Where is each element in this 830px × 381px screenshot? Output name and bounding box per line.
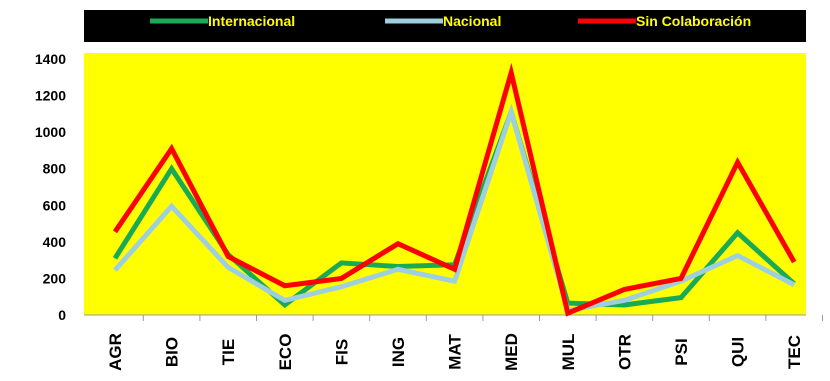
x-tick-label: FIS bbox=[332, 339, 351, 365]
y-tick-label: 200 bbox=[43, 270, 67, 286]
y-tick-label: 1200 bbox=[35, 88, 66, 104]
x-tick-label: MED bbox=[502, 333, 521, 371]
series-line bbox=[112, 62, 797, 317]
x-tick-label: QUI bbox=[729, 337, 748, 367]
x-tick-label: TEC bbox=[785, 335, 804, 369]
x-tick-label: TIE bbox=[219, 339, 238, 365]
y-tick-label: 800 bbox=[43, 161, 67, 177]
x-tick-label: AGR bbox=[106, 333, 125, 371]
x-tick-label: MAT bbox=[446, 334, 465, 370]
x-tick-label: ECO bbox=[276, 334, 295, 371]
legend-label: Internacional bbox=[208, 13, 295, 29]
y-tick-label: 600 bbox=[43, 197, 67, 213]
x-tick-label: PSI bbox=[672, 338, 691, 365]
legend: Internacional Nacional Sin Colaboración bbox=[150, 13, 751, 29]
y-tick-label: 1400 bbox=[35, 51, 66, 67]
series-line bbox=[113, 103, 796, 314]
x-tick-label: BIO bbox=[163, 337, 182, 367]
x-tick-label: MUL bbox=[559, 334, 578, 371]
y-tick-label: 0 bbox=[58, 307, 66, 323]
legend-label: Sin Colaboración bbox=[636, 13, 751, 29]
legend-bar bbox=[84, 10, 806, 42]
legend-label: Nacional bbox=[443, 13, 501, 29]
y-tick-label: 400 bbox=[43, 234, 67, 250]
x-axis: AGR BIO TIE ECO FIS ING MAT MED MUL OTR PSI QUI TEC bbox=[106, 315, 823, 371]
series-lines bbox=[112, 62, 797, 317]
y-axis: 0 200 400 600 800 1000 1200 1400 bbox=[35, 51, 66, 323]
y-tick-label: 1000 bbox=[35, 124, 66, 140]
x-tick-label: ING bbox=[389, 337, 408, 367]
x-tick-label: OTR bbox=[615, 334, 634, 370]
